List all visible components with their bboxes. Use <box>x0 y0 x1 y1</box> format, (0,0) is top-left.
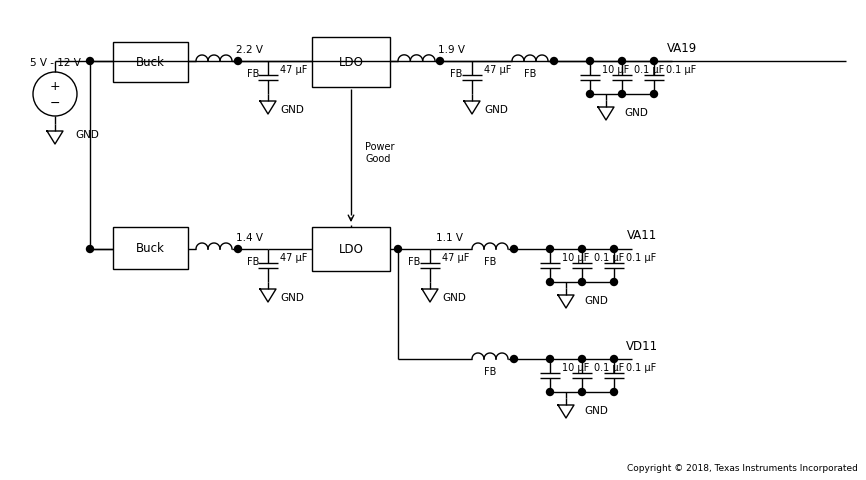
Text: GND: GND <box>280 292 304 302</box>
Circle shape <box>618 91 625 98</box>
Circle shape <box>510 246 518 253</box>
Circle shape <box>611 389 617 396</box>
Text: 2.2 V: 2.2 V <box>236 45 263 55</box>
Text: 0.1 μF: 0.1 μF <box>634 65 664 75</box>
Text: FB: FB <box>247 256 259 266</box>
Text: Buck: Buck <box>136 242 165 255</box>
Text: 10 μF: 10 μF <box>602 65 630 75</box>
Text: Copyright © 2018, Texas Instruments Incorporated: Copyright © 2018, Texas Instruments Inco… <box>627 464 858 472</box>
Text: VD11: VD11 <box>626 339 658 352</box>
Circle shape <box>546 279 553 286</box>
Circle shape <box>87 246 94 253</box>
Text: Buck: Buck <box>136 56 165 69</box>
Circle shape <box>650 91 657 98</box>
Text: 0.1 μF: 0.1 μF <box>594 362 624 372</box>
Circle shape <box>510 356 518 363</box>
Bar <box>312 38 390 88</box>
Circle shape <box>650 59 657 65</box>
Text: GND: GND <box>75 130 99 140</box>
Text: 1.9 V: 1.9 V <box>437 45 464 55</box>
Text: 0.1 μF: 0.1 μF <box>626 362 656 372</box>
Circle shape <box>436 59 443 65</box>
Circle shape <box>235 246 242 253</box>
Text: 47 μF: 47 μF <box>484 65 512 75</box>
Text: GND: GND <box>484 105 507 115</box>
Text: 0.1 μF: 0.1 μF <box>626 252 656 263</box>
Circle shape <box>551 59 558 65</box>
Circle shape <box>235 59 242 65</box>
Circle shape <box>611 279 617 286</box>
Text: 47 μF: 47 μF <box>280 65 307 75</box>
Text: 5 V - 12 V: 5 V - 12 V <box>29 58 81 68</box>
Circle shape <box>611 356 617 363</box>
Circle shape <box>586 59 593 65</box>
Text: Power
Good: Power Good <box>365 142 395 164</box>
Circle shape <box>546 246 553 253</box>
Text: VA11: VA11 <box>627 229 657 242</box>
Text: FB: FB <box>484 366 496 376</box>
Text: GND: GND <box>624 108 648 118</box>
Circle shape <box>395 246 402 253</box>
Circle shape <box>578 246 585 253</box>
Text: LDO: LDO <box>339 56 364 69</box>
Circle shape <box>578 356 585 363</box>
Text: 47 μF: 47 μF <box>442 252 469 263</box>
Circle shape <box>618 59 625 65</box>
Text: 0.1 μF: 0.1 μF <box>594 252 624 263</box>
Text: +: + <box>49 80 61 93</box>
Text: 0.1 μF: 0.1 μF <box>666 65 696 75</box>
Circle shape <box>611 246 617 253</box>
Text: GND: GND <box>584 405 608 415</box>
Text: 10 μF: 10 μF <box>562 252 589 263</box>
Text: GND: GND <box>280 105 304 115</box>
Text: 47 μF: 47 μF <box>280 252 307 263</box>
Text: −: − <box>49 96 61 109</box>
Circle shape <box>578 389 585 396</box>
Text: GND: GND <box>442 292 466 302</box>
Text: 10 μF: 10 μF <box>562 362 589 372</box>
Text: VA19: VA19 <box>667 41 697 54</box>
Text: FB: FB <box>449 69 462 79</box>
Text: 1.1 V: 1.1 V <box>436 232 462 242</box>
Bar <box>113 43 188 83</box>
Text: FB: FB <box>524 69 536 79</box>
Text: FB: FB <box>408 256 420 266</box>
Circle shape <box>546 356 553 363</box>
Circle shape <box>87 59 94 65</box>
Bar <box>113 228 188 269</box>
Text: LDO: LDO <box>339 243 364 256</box>
Text: FB: FB <box>247 69 259 79</box>
Circle shape <box>546 389 553 396</box>
Circle shape <box>578 279 585 286</box>
Text: 1.4 V: 1.4 V <box>236 232 263 242</box>
Text: FB: FB <box>484 256 496 266</box>
Bar <box>312 228 390 271</box>
Text: GND: GND <box>584 295 608 305</box>
Circle shape <box>586 91 593 98</box>
